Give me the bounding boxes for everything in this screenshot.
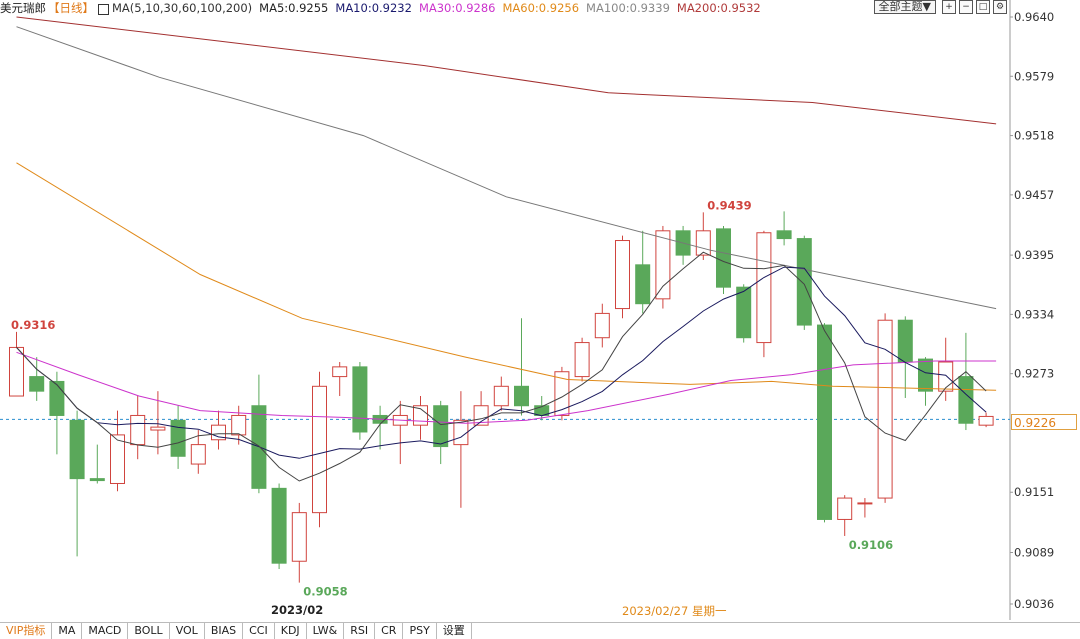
ma30-line: [16, 351, 997, 424]
ma60-value: MA60:0.9256: [502, 1, 580, 15]
candle-body: [837, 497, 853, 520]
extreme-price-label: 0.9106: [849, 538, 893, 552]
y-tick-label: 0.9151: [1014, 485, 1054, 499]
tab-ma[interactable]: MA: [52, 623, 83, 639]
candle-body: [554, 371, 570, 416]
candle-body: [776, 230, 792, 240]
candle-body: [413, 405, 428, 426]
chart-toolbar: 全部主题▼ + − □ ⚙: [873, 0, 1010, 14]
y-tick-label: 0.9579: [1014, 69, 1054, 83]
candle-body: [897, 319, 913, 363]
ma100-line: [16, 26, 997, 310]
candle-body: [756, 232, 772, 344]
candle-body: [69, 419, 85, 480]
candle-body: [796, 238, 812, 326]
y-tick-label: 0.9395: [1014, 248, 1054, 262]
chart-header: 美元瑞郎 【日线】 MA(5,10,30,60,100,200) MA5:0.9…: [0, 0, 768, 16]
candle-body: [271, 487, 287, 564]
candle-body: [817, 324, 832, 520]
candle-body: [615, 240, 630, 310]
settings-icon[interactable]: ⚙: [993, 0, 1007, 14]
date-label-crosshair: 2023/02/27 星期一: [622, 604, 727, 618]
ma10-value: MA10:0.9232: [335, 1, 412, 15]
theme-dropdown[interactable]: 全部主题▼: [873, 0, 936, 14]
ma100-value: MA100:0.9339: [586, 1, 670, 15]
tab-vip-indicator[interactable]: VIP指标: [0, 623, 53, 639]
y-tick-label: 0.9089: [1014, 545, 1054, 559]
candle-body: [736, 286, 752, 339]
candle-body: [635, 264, 651, 305]
ma5-value: MA5:0.9255: [259, 1, 329, 15]
candle-body: [857, 502, 873, 505]
tab-cr[interactable]: CR: [375, 623, 404, 639]
candle-body: [29, 376, 45, 392]
candle-body: [655, 230, 671, 300]
candle-body: [453, 419, 469, 446]
candle-body: [89, 478, 105, 482]
candle-body: [170, 419, 186, 457]
candle-body: [433, 405, 449, 448]
y-tick-label: 0.9334: [1014, 307, 1054, 321]
candle-body: [958, 376, 974, 424]
tab-macd[interactable]: MACD: [82, 623, 129, 639]
candle-body: [130, 414, 146, 446]
current-price-label: 0.9226: [1011, 414, 1077, 430]
ma-settings-icon[interactable]: [98, 3, 109, 15]
ma-params[interactable]: MA(5,10,30,60,100,200): [112, 1, 253, 15]
tab-lw[interactable]: LW&: [307, 623, 345, 639]
tab-boll[interactable]: BOLL: [128, 623, 170, 639]
candle-body: [110, 434, 125, 484]
timeframe-label[interactable]: 【日线】: [48, 1, 94, 15]
tab-rsi[interactable]: RSI: [344, 623, 376, 639]
ma200-value: MA200:0.9532: [676, 1, 761, 15]
candle-body: [312, 385, 327, 514]
extreme-price-label: 0.9316: [11, 318, 55, 332]
y-tick-label: 0.9457: [1014, 188, 1054, 202]
ma30-value: MA30:0.9286: [418, 1, 496, 15]
candle-body: [514, 385, 529, 407]
candle-body: [695, 230, 711, 256]
extreme-price-label: 0.9439: [707, 198, 751, 212]
candle-body: [332, 366, 348, 378]
ma200-line: [16, 16, 997, 125]
candle-body: [493, 385, 509, 407]
extreme-price-label: 0.9058: [303, 585, 347, 599]
ma60-line: [16, 162, 997, 391]
candle-body: [190, 444, 206, 465]
y-tick-label: 0.9273: [1014, 367, 1054, 381]
candle-body: [9, 346, 24, 397]
candle-body: [594, 312, 610, 339]
candle-body: [49, 380, 65, 416]
fullscreen-icon[interactable]: □: [976, 0, 990, 14]
candle-body: [938, 361, 954, 392]
y-tick-label: 0.9036: [1014, 597, 1054, 611]
candle-body: [574, 342, 590, 378]
candle-body: [291, 512, 307, 562]
zoom-out-icon[interactable]: −: [959, 0, 973, 14]
candle-body: [211, 424, 226, 441]
y-tick-label: 0.9518: [1014, 129, 1054, 143]
tab-settings[interactable]: 设置: [437, 623, 472, 639]
tab-cci[interactable]: CCI: [243, 623, 275, 639]
tab-psy[interactable]: PSY: [403, 623, 437, 639]
symbol-name: 美元瑞郎: [0, 1, 46, 15]
y-tick-label: 0.9640: [1014, 10, 1054, 24]
candle-body: [231, 414, 247, 436]
date-label-month: 2023/02: [271, 603, 324, 617]
candle-body: [150, 426, 166, 431]
indicator-tab-bar: VIP指标 MA MACD BOLL VOL BIAS CCI KDJ LW& …: [0, 622, 1080, 639]
candle-body: [716, 228, 731, 288]
zoom-in-icon[interactable]: +: [942, 0, 956, 14]
tab-kdj[interactable]: KDJ: [275, 623, 307, 639]
candle-body: [918, 358, 933, 392]
candle-body: [978, 415, 994, 426]
tab-vol[interactable]: VOL: [170, 623, 205, 639]
candle-body: [473, 405, 489, 426]
tab-bias[interactable]: BIAS: [205, 623, 244, 639]
ma5-line: [16, 251, 987, 482]
ma10-line: [16, 266, 987, 459]
candle-body: [352, 366, 368, 433]
candle-body: [877, 319, 893, 499]
